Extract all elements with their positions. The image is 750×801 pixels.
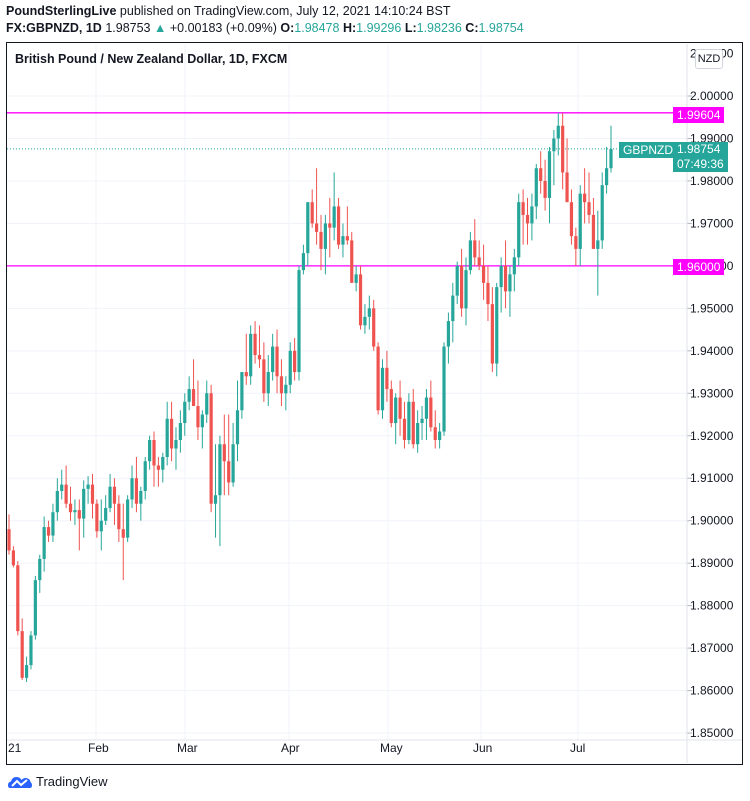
x-tick-label: Feb xyxy=(88,741,109,755)
y-tick-label: 1.88000 xyxy=(690,599,734,613)
x-tick-label: 21 xyxy=(8,741,22,755)
x-tick-label: Jun xyxy=(473,741,492,755)
last-price-tag: 1.98754 07:49:36 xyxy=(673,142,728,172)
symbol-legend: FX:GBPNZD, 1D 1.98753 ▲ +0.00183 (+0.09%… xyxy=(6,21,524,35)
y-tick-label: 1.87000 xyxy=(690,641,734,655)
x-tick-label: Apr xyxy=(281,741,300,755)
last-price-value: 1.98754 xyxy=(677,142,721,156)
high-value: 1.99296 xyxy=(356,21,402,35)
y-tick-label: 1.97000 xyxy=(690,216,734,230)
x-tick-label: Mar xyxy=(177,741,198,755)
y-tick-label: 1.95000 xyxy=(690,301,734,315)
publish-info: PoundSterlingLive published on TradingVi… xyxy=(6,4,450,18)
bar-countdown: 07:49:36 xyxy=(677,157,724,171)
symbol-tag: GBPNZD xyxy=(619,142,678,158)
y-tick-label: 1.94000 xyxy=(690,344,734,358)
currency-badge[interactable]: NZD xyxy=(695,49,723,69)
price-change: +0.00183 (+0.09%) xyxy=(169,21,277,35)
high-label: H: xyxy=(342,21,357,35)
low-label: L: xyxy=(404,21,417,35)
publisher-name[interactable]: PoundSterlingLive xyxy=(6,4,117,18)
published-text: published on TradingView.com, July 12, 2… xyxy=(119,4,451,18)
up-arrow-icon: ▲ xyxy=(154,21,167,35)
last-price: 1.98753 xyxy=(105,21,151,35)
lower-line-price-tag: 1.96000 xyxy=(673,259,725,275)
upper-line-price-tag: 1.99604 xyxy=(673,107,725,123)
tradingview-logo[interactable]: TradingView xyxy=(8,774,108,789)
chart-pane[interactable] xyxy=(6,42,743,765)
chart-title: British Pound / New Zealand Dollar, 1D, … xyxy=(15,52,288,66)
y-tick-label: 1.93000 xyxy=(690,386,734,400)
tradingview-cloud-icon xyxy=(8,776,32,788)
y-tick-label: 1.86000 xyxy=(690,684,734,698)
x-tick-label: Jul xyxy=(570,741,585,755)
close-value: 1.98754 xyxy=(478,21,524,35)
y-tick-label: 1.90000 xyxy=(690,514,734,528)
x-tick-label: May xyxy=(380,741,403,755)
y-tick-label: 1.98000 xyxy=(690,174,734,188)
y-tick-label: 2.00000 xyxy=(690,89,734,103)
y-tick-label: 1.92000 xyxy=(690,429,734,443)
brand-name: TradingView xyxy=(36,774,108,789)
close-label: C: xyxy=(465,21,479,35)
low-value: 1.98236 xyxy=(416,21,462,35)
y-tick-label: 1.91000 xyxy=(690,471,734,485)
symbol-label: FX:GBPNZD, 1D xyxy=(6,21,102,35)
y-tick-label: 1.89000 xyxy=(690,556,734,570)
y-tick-label: 1.85000 xyxy=(690,726,734,740)
open-value: 1.98478 xyxy=(294,21,340,35)
open-label: O: xyxy=(280,21,295,35)
y-tick-label: 1.99000 xyxy=(690,131,734,145)
